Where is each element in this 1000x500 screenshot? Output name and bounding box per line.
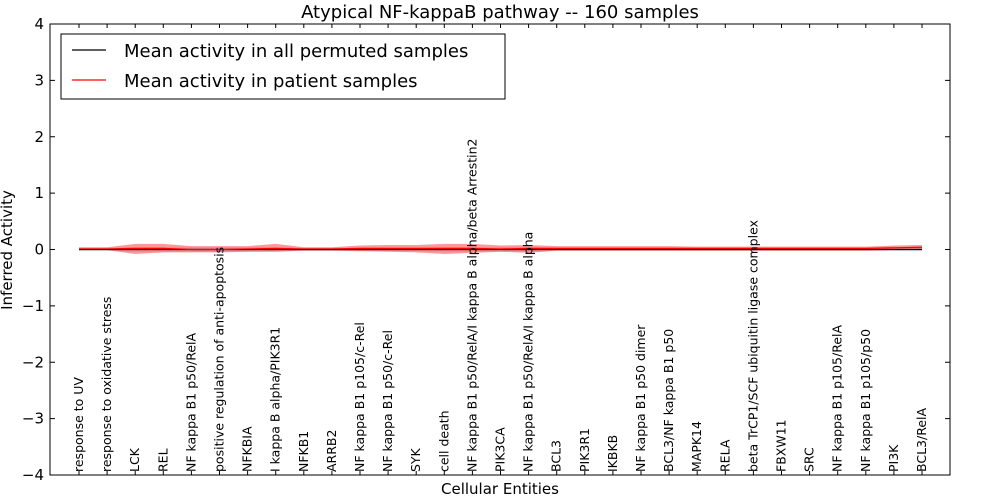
x-tick-label: NF kappa B1 p105/RelA bbox=[830, 325, 845, 472]
y-tick-label: −1 bbox=[22, 297, 44, 315]
legend: Mean activity in all permuted samples Me… bbox=[60, 33, 506, 100]
y-axis: 4 3 2 1 0 −1 −2 −3 −4 bbox=[22, 15, 950, 484]
x-tick-label: response to oxidative stress bbox=[99, 297, 114, 472]
x-tick-label: IKBKB bbox=[605, 435, 620, 472]
x-tick-label: FBXW11 bbox=[774, 419, 789, 472]
y-tick-label: 0 bbox=[34, 241, 44, 259]
x-tick-label: MAPK14 bbox=[689, 421, 704, 472]
x-tick-label: NFKBIA bbox=[240, 426, 255, 472]
x-tick-label: positive regulation of anti-apoptosis bbox=[212, 247, 227, 472]
x-axis: response to UV response to oxidative stre… bbox=[71, 24, 929, 475]
x-axis-label: Cellular Entities bbox=[441, 480, 559, 498]
x-tick-label: SYK bbox=[408, 447, 423, 472]
x-tick-label: REL bbox=[155, 448, 170, 472]
y-tick-label: 1 bbox=[34, 184, 44, 202]
legend-box bbox=[60, 33, 506, 100]
x-tick-label: ARRB2 bbox=[324, 430, 339, 472]
x-tick-label: BCL3/RelA bbox=[914, 408, 929, 472]
y-tick-label: −4 bbox=[22, 466, 44, 484]
x-tick-label: RELA bbox=[717, 439, 732, 472]
x-tick-label: SRC bbox=[802, 447, 817, 472]
x-tick-label: NF kappa B1 p50/RelA bbox=[183, 332, 198, 472]
y-tick-label: 3 bbox=[34, 71, 44, 89]
plot-area bbox=[78, 243, 923, 255]
chart-title: Atypical NF-kappaB pathway -- 160 sample… bbox=[301, 2, 699, 23]
x-tick-label: PIK3R1 bbox=[577, 428, 592, 472]
y-tick-label: 4 bbox=[34, 15, 44, 33]
x-tick-label: NFKB1 bbox=[296, 431, 311, 472]
y-tick-label: −3 bbox=[22, 410, 44, 428]
y-tick-label: −2 bbox=[22, 353, 44, 371]
x-tick-label: PI3K bbox=[886, 444, 901, 472]
legend-label-patient: Mean activity in patient samples bbox=[124, 71, 418, 92]
legend-label-permuted: Mean activity in all permuted samples bbox=[124, 41, 468, 62]
y-axis-label: Inferred Activity bbox=[0, 190, 16, 310]
x-tick-label: I kappa B alpha/PIK3R1 bbox=[268, 327, 283, 472]
x-tick-label: NF kappa B1 p50 dimer bbox=[633, 324, 648, 472]
x-tick-label: beta TrCP1/SCF ubiquitin ligase complex bbox=[745, 220, 760, 472]
x-tick-label: BCL3/NF kappa B1 p50 bbox=[661, 329, 676, 472]
x-tick-label: response to UV bbox=[71, 377, 86, 472]
x-tick-label: PIK3CA bbox=[493, 427, 508, 472]
x-tick-label: NF kappa B1 p105/c-Rel bbox=[352, 322, 367, 472]
x-tick-label: BCL3 bbox=[549, 440, 564, 472]
x-tick-label: LCK bbox=[127, 447, 142, 472]
x-tick-label: NF kappa B1 p50/c-Rel bbox=[380, 330, 395, 472]
y-tick-label: 2 bbox=[34, 128, 44, 146]
x-tick-label: NF kappa B1 p50/RelA/I kappa B alpha/bet… bbox=[464, 138, 479, 472]
x-tick-label: NF kappa B1 p105/p50 bbox=[858, 329, 873, 472]
x-tick-label: NF kappa B1 p50/RelA/I kappa B alpha bbox=[521, 232, 536, 472]
x-tick-label: cell death bbox=[436, 410, 451, 472]
